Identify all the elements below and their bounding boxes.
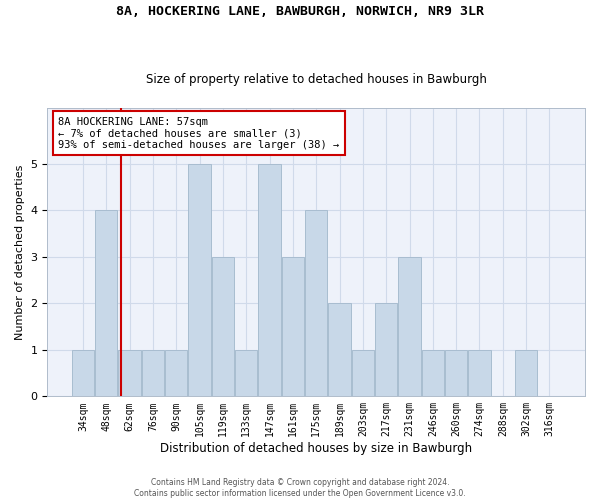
Text: 8A, HOCKERING LANE, BAWBURGH, NORWICH, NR9 3LR: 8A, HOCKERING LANE, BAWBURGH, NORWICH, N… (116, 5, 484, 18)
Title: Size of property relative to detached houses in Bawburgh: Size of property relative to detached ho… (146, 73, 487, 86)
Bar (118, 350, 140, 397)
Bar (165, 350, 187, 397)
Bar (282, 257, 304, 396)
Bar (235, 350, 257, 397)
Bar (515, 350, 537, 397)
Bar (328, 304, 350, 396)
Text: Contains HM Land Registry data © Crown copyright and database right 2024.
Contai: Contains HM Land Registry data © Crown c… (134, 478, 466, 498)
Bar (72, 350, 94, 397)
Text: 8A HOCKERING LANE: 57sqm
← 7% of detached houses are smaller (3)
93% of semi-det: 8A HOCKERING LANE: 57sqm ← 7% of detache… (58, 116, 340, 150)
Bar (375, 304, 397, 396)
Bar (422, 350, 444, 397)
Bar (305, 210, 327, 396)
Bar (188, 164, 211, 396)
Bar (95, 210, 118, 396)
X-axis label: Distribution of detached houses by size in Bawburgh: Distribution of detached houses by size … (160, 442, 472, 455)
Bar (142, 350, 164, 397)
Y-axis label: Number of detached properties: Number of detached properties (15, 164, 25, 340)
Bar (398, 257, 421, 396)
Bar (352, 350, 374, 397)
Bar (445, 350, 467, 397)
Bar (259, 164, 281, 396)
Bar (212, 257, 234, 396)
Bar (469, 350, 491, 397)
